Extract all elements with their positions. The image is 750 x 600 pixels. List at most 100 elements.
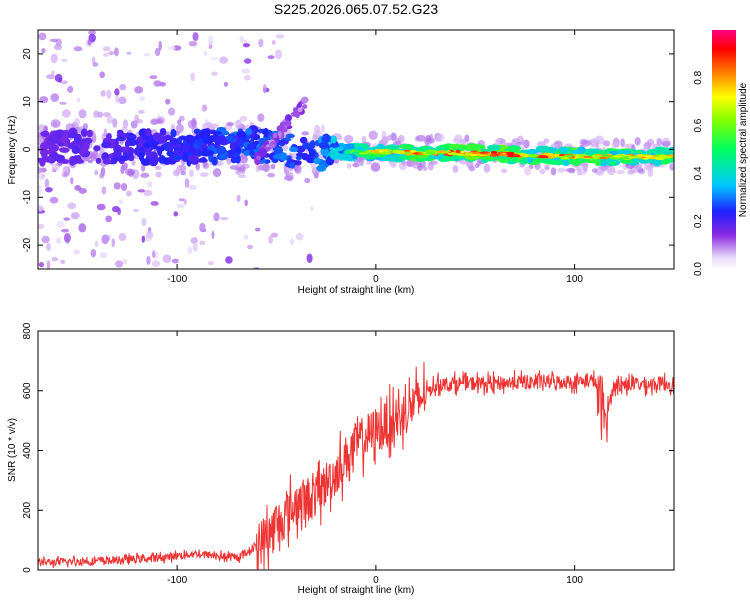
spectrogram-noise (60, 259, 66, 264)
spectrogram-ridge (385, 144, 400, 151)
spectrogram-noise (274, 49, 283, 60)
spectrogram-halo (239, 115, 248, 122)
y-tick-label: 20 (22, 48, 33, 60)
spectrogram-ridge (263, 127, 269, 138)
spectrogram-ridge (166, 143, 173, 152)
spectrogram-streak (284, 114, 293, 122)
spectrogram-halo (661, 140, 671, 147)
y-tick-label: 800 (22, 322, 33, 339)
spectrogram-halo (283, 175, 294, 181)
spectrogram-ridge-core (520, 153, 525, 157)
spectrogram-noise (236, 194, 241, 203)
spectrogram-ridge (197, 138, 205, 147)
spectrogram-noise (211, 230, 215, 240)
spectrogram-ridge (313, 157, 322, 165)
spectrogram-noise (211, 57, 219, 61)
spectrogram-y-label: Frequency (Hz) (7, 116, 18, 185)
spectrogram-noise (118, 199, 123, 205)
spectrogram-ridge-core (598, 156, 607, 160)
spectrogram-ridge (93, 145, 101, 152)
spectrogram-noise (51, 257, 59, 262)
chart-title: S225.2026.065.07.52.G23 (274, 1, 438, 17)
spectrogram-halo (212, 168, 222, 178)
spectrogram-streak (297, 107, 303, 113)
spectrogram-noise (167, 46, 176, 50)
spectrogram-noise (147, 181, 153, 188)
spectrogram-noise (102, 52, 109, 57)
spectrogram-noise (94, 169, 98, 176)
spectrogram-halo (191, 117, 197, 128)
spectrogram-noise (192, 242, 199, 252)
spectrogram-halo (634, 137, 641, 146)
spectrogram-halo (304, 177, 311, 184)
spectrogram-noise (45, 186, 53, 193)
spectrogram-noise (118, 96, 127, 105)
spectrogram-noise (258, 38, 264, 48)
spectrogram-ridge-core (538, 155, 549, 159)
spectrogram-halo (452, 165, 459, 173)
spectrogram-ridge-core (359, 152, 371, 155)
y-tick-label: 200 (22, 501, 33, 518)
spectrogram-ridge (337, 142, 346, 149)
spectrogram-halo (150, 118, 159, 125)
spectrogram-ridge (199, 157, 208, 162)
spectrogram-noise (38, 173, 45, 181)
spectrogram-noise (203, 51, 208, 56)
spectrogram-ridge (235, 154, 241, 164)
spectrogram-halo (52, 121, 58, 127)
spectrogram-noise (38, 32, 47, 41)
spectrogram-ridge (289, 161, 296, 169)
spectrogram-ridge (58, 147, 70, 153)
spectrogram-halo (320, 124, 325, 133)
spectrogram-halo (368, 130, 378, 141)
colorbar-ticks: 0.0 0.2 0.4 0.6 0.8 (693, 70, 704, 276)
spectrogram-halo (38, 124, 45, 132)
spectrogram-halo (425, 135, 432, 143)
spectrogram-noise (306, 253, 313, 264)
colorbar-tick-label: 0.8 (693, 70, 704, 84)
spectrogram-ridge-core (610, 157, 619, 160)
spectrogram-noise (134, 86, 144, 94)
spectrogram-ridge (118, 155, 130, 162)
spectrogram-halo (282, 144, 289, 152)
spectrogram-ridge (50, 137, 57, 142)
colorbar: 0.0 0.2 0.4 0.6 0.8 Normalized spectral ampl… (693, 30, 749, 276)
spectrogram-halo (592, 139, 601, 144)
spectrogram-halo (543, 138, 550, 144)
spectrogram-ridge-core (499, 153, 508, 157)
spectrogram-ridge (245, 128, 253, 136)
spectrogram-noise (117, 207, 121, 216)
spectrogram-ridge (172, 155, 184, 161)
colorbar-tick-label: 0.0 (693, 262, 704, 276)
spectrogram-halo (106, 115, 114, 124)
x-tick-label: 100 (566, 575, 583, 586)
spectrogram-ridge (316, 164, 327, 172)
spectrogram-halo (294, 164, 302, 174)
spectrogram-noise (199, 240, 206, 246)
spectrogram-halo (155, 171, 162, 178)
spectrogram-ridge-core (575, 154, 581, 159)
spectrogram-noise (114, 88, 120, 96)
spectrogram-ridge (155, 133, 163, 142)
spectrogram-ridge (280, 139, 289, 145)
spectrogram-ridge (126, 132, 135, 137)
spectrogram-ridge-core (404, 151, 410, 155)
spectrogram-noise (96, 203, 106, 211)
spectrogram-halo (494, 139, 501, 144)
spectrogram-ridge (137, 142, 144, 148)
snr-y-label: SNR (10 * v/v) (7, 418, 18, 482)
spectrogram-halo (435, 133, 445, 143)
spectrogram-noise (50, 53, 58, 64)
spectrogram-ridge-core (480, 151, 489, 154)
spectrogram-halo (370, 162, 381, 172)
spectrogram-halo (602, 140, 611, 147)
spectrogram-halo (452, 137, 462, 143)
spectrogram-streak (295, 111, 300, 119)
spectrogram-halo (177, 119, 182, 125)
spectrogram-noise (188, 40, 198, 47)
spectrogram-noise (87, 38, 92, 46)
spectrogram-noise (241, 68, 251, 74)
spectrogram-ridge (584, 158, 600, 164)
spectrogram-ridge (487, 144, 502, 151)
